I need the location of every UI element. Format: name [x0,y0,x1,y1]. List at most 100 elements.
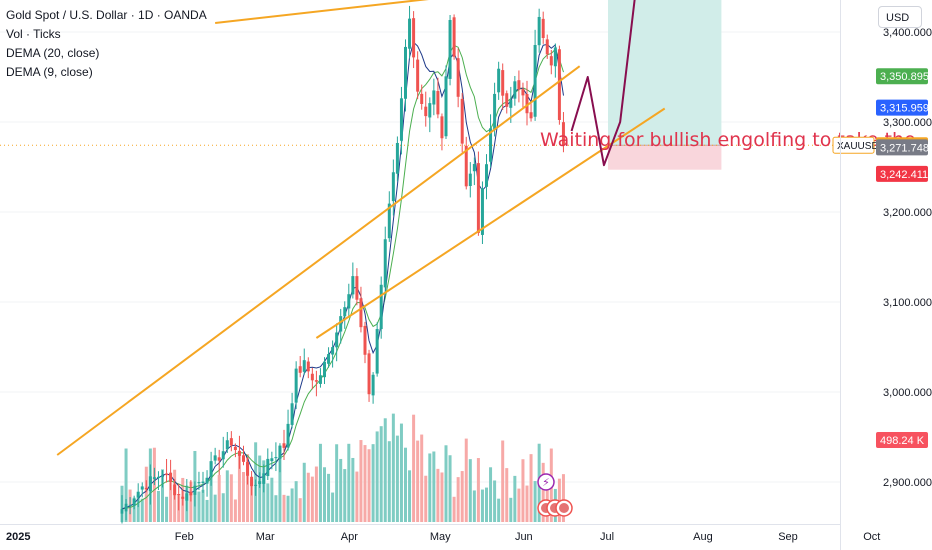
volume-bar [493,480,497,522]
indicator-volume[interactable]: Vol · Ticks [6,27,61,41]
price-axis-separator [840,0,841,550]
trendline [56,65,581,456]
candle [468,173,472,186]
candle [505,93,509,107]
indicator-dema-20[interactable]: DEMA (20, close) [6,46,100,60]
candle [302,360,306,372]
indicator-dema-9[interactable]: DEMA (9, close) [6,65,93,79]
candle [144,487,148,490]
volume-bar [485,487,488,522]
volume-bar [201,489,205,522]
volume-bar [314,466,318,522]
annotation-text: Waiting for bullish engolfing to take th… [540,129,916,151]
candle [452,17,456,57]
candle [266,458,270,477]
candle [229,438,233,446]
volume-bar [274,495,278,522]
volume-bar [497,498,501,522]
price-badge [876,165,928,182]
volume-bar [351,457,355,522]
volume-bar [266,483,270,522]
candle [197,482,201,484]
candle [294,368,298,403]
candle [525,94,529,114]
candle [258,481,262,485]
candle [213,455,217,461]
volume-bar [306,472,310,522]
volume-bar [347,443,351,522]
price-badge-label: 3,315.959 [880,103,929,115]
candle [217,457,221,461]
volume-bar [161,469,164,522]
volume-bar [258,455,262,522]
volume-bar [468,459,472,522]
volume-bar [412,414,416,522]
volume-bar [460,471,464,522]
candle [359,298,363,328]
volume-bar [221,493,225,522]
volume-bar [379,426,383,522]
candle [120,509,124,514]
price-tick-label: 3,300.000 [883,117,932,129]
candle [274,457,278,459]
candle [351,276,355,295]
time-tick-label: May [430,531,451,543]
volume-bar [395,435,399,522]
candle [464,145,468,187]
volume-bar [323,467,326,522]
volume-bar [359,440,363,522]
time-tick-label: 2025 [6,531,30,543]
candle [318,375,322,384]
volume-bar [545,475,549,522]
candle [343,307,347,317]
candle [387,203,391,239]
candle [456,58,460,97]
candle [124,503,128,512]
volume-bar [416,440,420,522]
candle [420,93,424,104]
candle [181,496,185,499]
candle [408,18,412,49]
volume-bar [327,473,331,522]
price-badge [876,99,928,116]
volume-bar [189,481,193,522]
candle [347,294,351,309]
candle [173,484,177,496]
volume-bar [286,495,290,522]
currency-button[interactable]: USD [878,6,922,28]
volume-bar [339,458,343,522]
candle [152,477,156,479]
dema-20-line [121,44,564,510]
volume-bar [472,490,476,522]
volume-bar [156,490,160,522]
candle [331,347,335,355]
volume-bar [509,497,513,522]
stop-zone [608,145,722,170]
volume-badge-label: 498.24 K [880,435,925,447]
candle [233,446,237,451]
candle [497,68,501,93]
volume-bar [233,499,237,522]
candle [161,475,164,477]
trendline [315,107,666,339]
candle [448,19,452,79]
volume-bar [476,458,480,522]
volume-bar [343,469,347,522]
candle [185,493,189,501]
volume-bar [290,488,294,522]
candle [363,325,367,355]
volume-bar [408,470,412,522]
symbol-title[interactable]: Gold Spot / U.S. Dollar · 1D · OANDA [6,8,207,22]
candle [375,329,379,374]
volume-bar [310,476,314,522]
candle [225,440,229,450]
candle [140,486,144,490]
candle [489,128,493,162]
lightning-glyph: ⚡ [542,476,550,489]
candle [128,504,132,506]
volume-bar [169,482,173,522]
candle [480,188,484,235]
candle [517,80,521,90]
candle [537,16,541,46]
